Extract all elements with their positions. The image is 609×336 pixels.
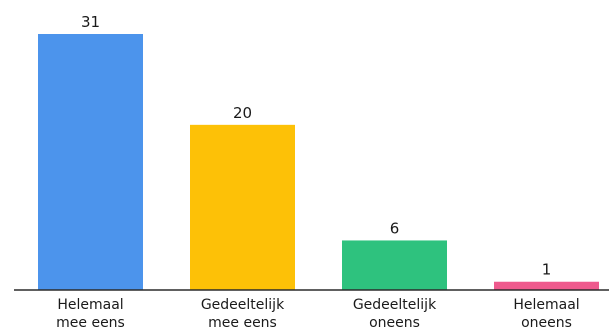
category-label-line-3-1: oneens: [521, 315, 572, 331]
category-label-3: Helemaal oneens: [513, 297, 579, 331]
category-label-0: Helemaal mee eens: [56, 297, 125, 331]
bar-value-label-1: 20: [233, 104, 252, 122]
category-label-line-0-0: Helemaal: [57, 297, 123, 313]
category-label-line-1-1: mee eens: [208, 315, 277, 331]
labels-layer: 31 Helemaal mee eens 20 Gedeeltelijk mee eens…: [56, 13, 580, 331]
category-label-2: Gedeeltelijk oneens: [353, 297, 437, 331]
bar-value-label-3: 1: [542, 261, 552, 279]
category-label-line-2-0: Gedeeltelijk: [353, 297, 437, 313]
bar-value-label-0: 31: [81, 13, 100, 31]
category-label-line-2-1: oneens: [369, 315, 420, 331]
category-label-line-1-0: Gedeeltelijk: [201, 297, 285, 313]
category-label-line-0-1: mee eens: [56, 315, 125, 331]
category-label-1: Gedeeltelijk mee eens: [201, 297, 285, 331]
category-label-line-3-0: Helemaal: [513, 297, 579, 313]
bars-layer: [38, 34, 599, 290]
bar-0: [38, 34, 143, 290]
bar-value-label-2: 6: [390, 219, 400, 237]
bar-1: [190, 124, 295, 290]
bar-2: [342, 240, 447, 290]
bar-3: [494, 281, 599, 290]
